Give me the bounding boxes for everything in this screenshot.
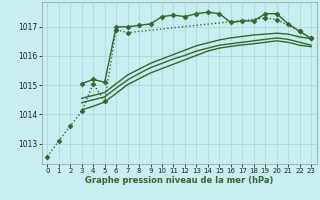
- X-axis label: Graphe pression niveau de la mer (hPa): Graphe pression niveau de la mer (hPa): [85, 176, 273, 185]
